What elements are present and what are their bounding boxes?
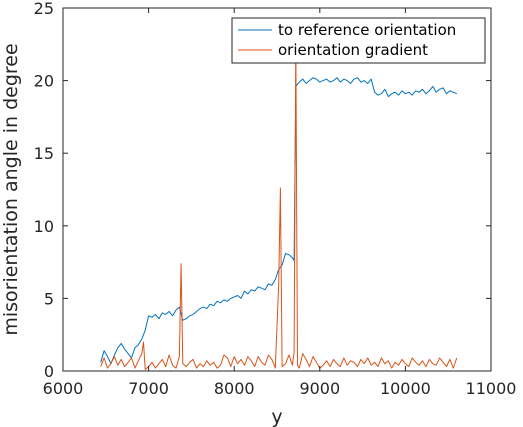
series-line-reference (100, 77, 457, 365)
series-layer (100, 42, 458, 370)
legend-label-reference: to reference orientation (278, 21, 456, 39)
y-tick-label: 0 (44, 362, 54, 381)
x-tick-label: 11000 (466, 379, 517, 398)
y-tick-label: 20 (34, 72, 54, 91)
y-tick-label: 15 (34, 144, 54, 163)
y-axis-label: misorientation angle in degree (0, 43, 22, 335)
legend: to reference orientation orientation gra… (231, 17, 486, 64)
series-line-gradient (100, 42, 458, 370)
y-tick-label: 5 (44, 289, 54, 308)
axes-box (62, 7, 492, 372)
x-axis-label: y (271, 406, 282, 427)
plot-area: 6000 7000 8000 9000 10000 11000 0 5 10 15 20 25 (34, 0, 517, 398)
x-tick-label: 7000 (128, 379, 169, 398)
y-tick-label: 25 (34, 0, 54, 18)
x-tick-label: 6000 (43, 379, 84, 398)
ticks-layer: 6000 7000 8000 9000 10000 11000 0 5 10 15 20 25 (34, 0, 517, 398)
x-tick-label: 10000 (380, 379, 431, 398)
x-tick-label: 9000 (299, 379, 340, 398)
y-tick-label: 10 (34, 217, 54, 236)
legend-label-gradient: orientation gradient (278, 41, 428, 59)
legend-box (231, 17, 486, 64)
x-tick-label: 8000 (214, 379, 255, 398)
